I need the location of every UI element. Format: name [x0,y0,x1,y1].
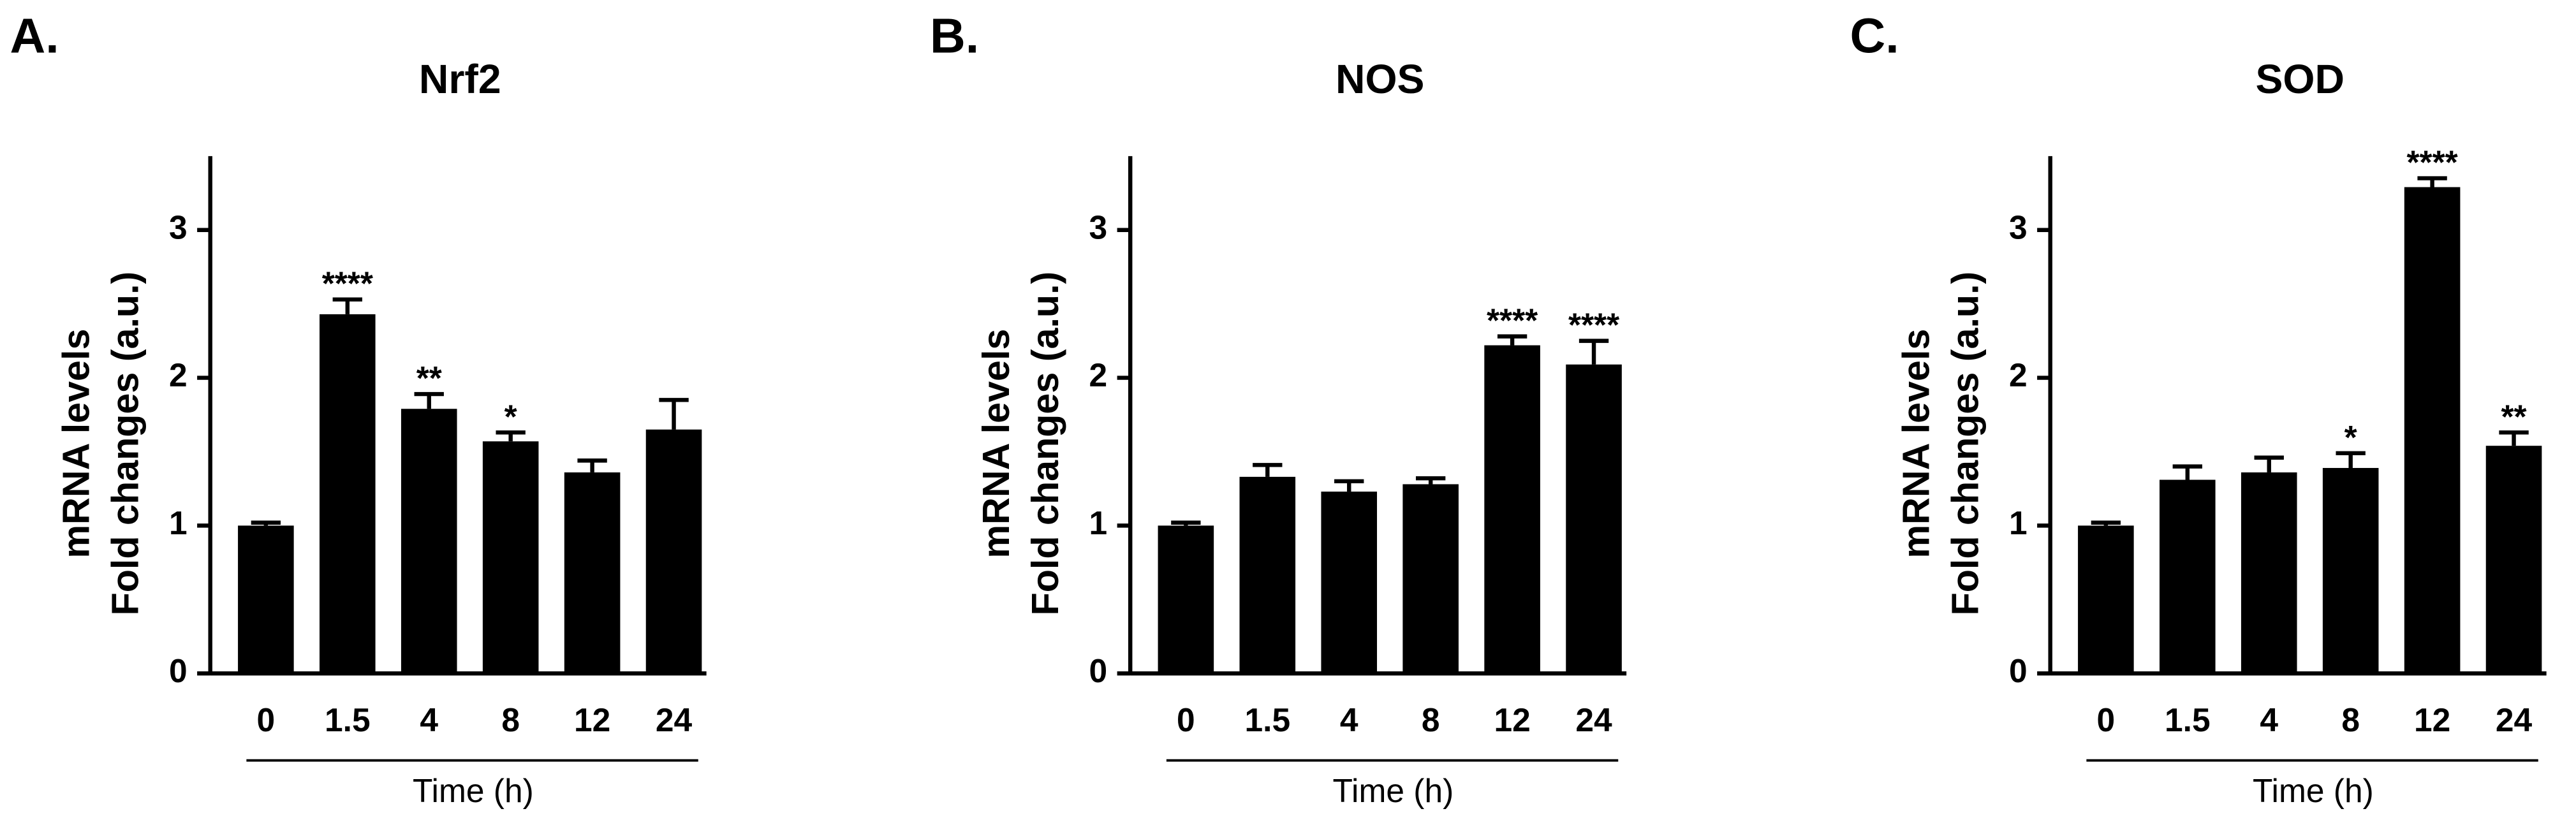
x-tick-label: 4 [2260,701,2278,738]
error-bar [1497,334,1527,346]
x-tick-label: 1.5 [325,701,371,738]
significance-label: **** [1487,302,1538,339]
y-tick-label: 2 [2009,356,2028,393]
significance-label: **** [1568,307,1619,344]
error-bar [2091,520,2121,526]
bar [2485,446,2542,674]
x-tick-label: 4 [1340,701,1358,738]
significance-label: **** [322,265,373,302]
y-axis-label: mRNA levels [54,329,97,559]
error-bar [1171,520,1201,526]
error-bar [1253,463,1283,477]
error-bar [659,398,689,430]
error-bar [251,520,281,526]
bar [401,409,457,674]
error-bar [332,297,362,314]
bar [1402,484,1459,674]
bar [2160,479,2216,674]
bar [2404,187,2461,674]
bar [1158,525,1214,674]
error-bar [2336,451,2366,468]
x-tick-label: 0 [1177,701,1195,738]
x-tick-label: 0 [257,701,276,738]
x-tick-label: 12 [2414,701,2450,738]
error-bar [2172,464,2202,480]
significance-label: * [2344,419,2357,456]
error-bar [1415,476,1446,485]
y-tick-label: 1 [169,504,188,541]
x-tick-label: 4 [420,701,438,738]
significance-label: * [504,398,517,435]
y-axis-label: Fold changes (a.u.) [1944,272,1987,616]
y-axis-label: Fold changes (a.u.) [1024,272,1066,616]
panel-label: C. [1850,8,1899,63]
y-tick-label: 2 [1089,356,1107,393]
bar [645,429,702,674]
bar [2322,467,2379,674]
bar [564,472,621,674]
y-tick-label: 1 [1089,504,1107,541]
x-axis-label: Time (h) [2253,772,2374,809]
y-tick-label: 0 [1089,652,1107,689]
error-bar [577,458,607,472]
y-tick-label: 2 [169,356,188,393]
y-tick-label: 0 [169,652,188,689]
x-tick-label: 1.5 [1245,701,1291,738]
bar [320,314,376,674]
x-tick-label: 1.5 [2165,701,2211,738]
x-tick-label: 24 [1575,701,1612,738]
bar [2078,525,2134,674]
y-tick-label: 0 [2009,652,2028,689]
x-tick-label: 12 [1494,701,1530,738]
x-axis-label: Time (h) [1332,772,1454,809]
chart-title: Nrf2 [419,56,501,102]
panel-label: A. [10,8,59,63]
bar [1484,345,1540,674]
chart-title: SOD [2255,56,2344,102]
y-axis-label: Fold changes (a.u.) [104,272,147,616]
x-axis-label: Time (h) [413,772,534,809]
x-tick-label: 8 [501,701,520,738]
x-tick-label: 24 [656,701,693,738]
x-tick-label: 0 [2097,701,2116,738]
significance-label: ** [2501,398,2526,435]
bar [1566,364,1622,674]
x-tick-label: 8 [2341,701,2360,738]
chart-title: NOS [1336,56,1425,102]
bar [1239,476,1296,674]
y-tick-label: 3 [2009,208,2028,245]
bar [238,525,294,674]
error-bar [1579,339,1609,365]
error-bar [2417,176,2447,187]
y-tick-label: 3 [169,208,188,245]
x-tick-label: 24 [2496,701,2533,738]
error-bar [2254,455,2284,472]
x-tick-label: 8 [1422,701,1440,738]
bar [1321,492,1378,674]
error-bar [1334,479,1364,492]
bar [482,441,539,674]
significance-label: **** [2407,144,2458,181]
error-bar [496,430,526,442]
y-tick-label: 3 [1089,208,1107,245]
significance-label: ** [416,360,442,397]
y-axis-label: mRNA levels [975,329,1017,559]
error-bar [2499,430,2529,446]
bar [2241,472,2297,674]
error-bar [414,391,444,409]
panel-label: B. [930,8,979,63]
y-tick-label: 1 [2009,504,2028,541]
x-tick-label: 12 [574,701,610,738]
y-axis-label: mRNA levels [1894,329,1937,559]
